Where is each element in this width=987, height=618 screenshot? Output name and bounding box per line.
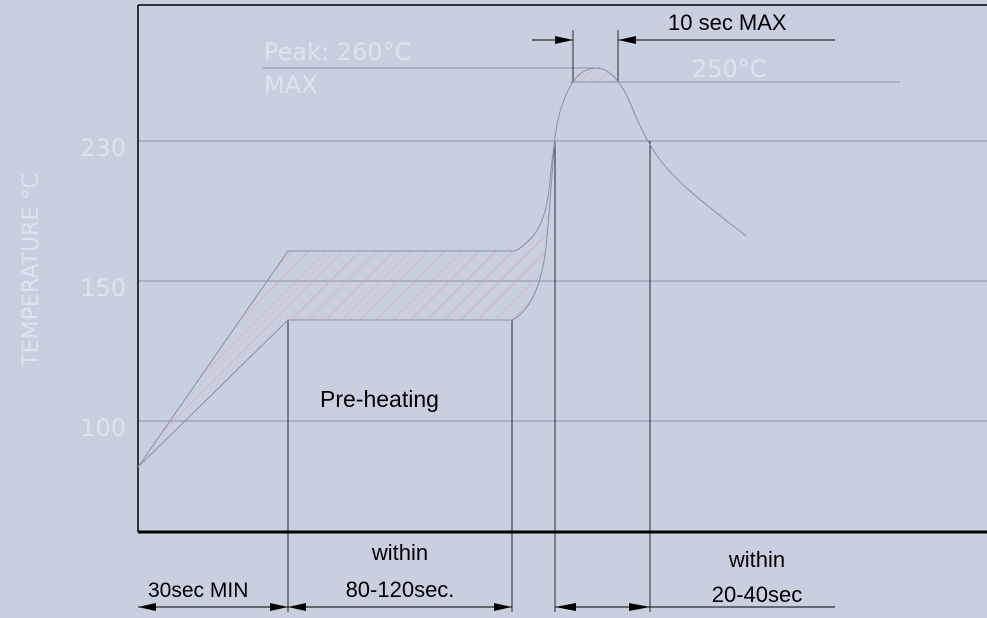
dim-80-120sec-arrow-l	[288, 603, 306, 611]
dim-80-120sec-arrow-r	[494, 603, 512, 611]
segment-20-40-line2: 20-40sec	[712, 582, 803, 607]
segment-30sec-label: 30sec MIN	[148, 579, 248, 602]
segment-80-120-line1: within	[371, 540, 428, 565]
y-axis-label: TEMPERATURE °C	[19, 173, 44, 367]
y-tick-label-230: 230	[80, 134, 126, 162]
profile-curve-lower	[137, 140, 556, 468]
preheating-label: Pre-heating	[320, 386, 439, 412]
segment-80-120-line2: 80-120sec.	[346, 577, 455, 602]
profile-curve-upper	[137, 67, 747, 468]
y-tick-label-150: 150	[80, 274, 126, 302]
ten-sec-label: 10 sec MAX	[668, 10, 787, 35]
dim-30sec-arrow-l	[138, 603, 156, 611]
peak-label: Peak: 260°C	[264, 38, 411, 66]
preheat-hatch-zone	[138, 205, 550, 467]
ten-sec-arrow-right	[555, 36, 573, 44]
dim-reflow-arrow-r	[629, 603, 650, 611]
ten-sec-arrow-left	[618, 36, 636, 44]
level-250-label: 250°C	[692, 55, 767, 83]
segment-20-40-line1: within	[728, 547, 785, 572]
y-tick-label-100: 100	[80, 414, 126, 442]
dim-reflow-arrow-l	[555, 603, 576, 611]
peak-max-label: MAX	[264, 71, 318, 99]
dim-30sec-arrow-r	[270, 603, 288, 611]
